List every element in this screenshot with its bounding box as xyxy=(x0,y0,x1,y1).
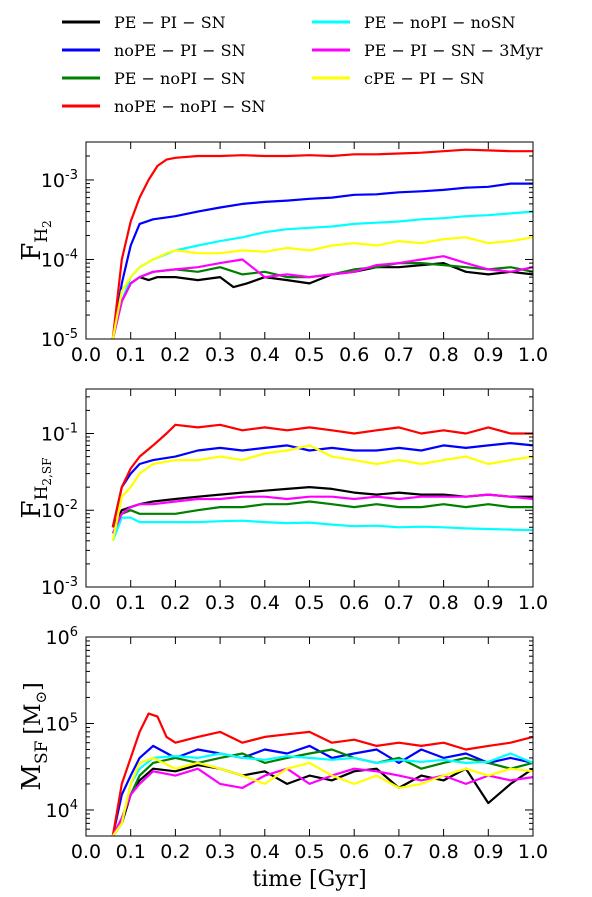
x-tick-label: 0.2 xyxy=(160,592,190,614)
x-tick-label: 0.3 xyxy=(205,592,235,614)
series-line xyxy=(111,148,533,339)
legend-entry: PE − PI − SN xyxy=(62,13,226,32)
panels: 0.0 0.1 0.2 0.3 0.4 0.5 0.6 0.7 0.8 0.9 1.0 10-5 10-… xyxy=(17,141,548,892)
series-line xyxy=(111,767,533,836)
x-tick-label: 0.1 xyxy=(116,592,146,614)
y-tick-label: 104 xyxy=(46,798,78,822)
legend-entry: PE − noPI − noSN xyxy=(312,13,516,32)
x-tick-label: 0.9 xyxy=(473,344,503,366)
y-tick-label: 105 xyxy=(46,711,78,735)
x-tick-label: 0.6 xyxy=(339,592,369,614)
y-axis-label: FH2 xyxy=(17,220,54,261)
y-tick-label: 10-1 xyxy=(41,421,78,445)
series-group xyxy=(111,712,533,836)
x-tick-label: 0.4 xyxy=(250,592,280,614)
x-tick-label: 0.7 xyxy=(384,344,414,366)
x-tick-label: 0.3 xyxy=(205,841,235,863)
plot-frame xyxy=(85,636,534,837)
series-line xyxy=(111,764,533,836)
y-tick-label: 10-5 xyxy=(41,327,78,351)
series-line xyxy=(111,756,533,836)
series-group xyxy=(111,148,533,339)
x-tick-label: 0.1 xyxy=(116,841,146,863)
x-tick-label: 0.0 xyxy=(71,592,101,614)
x-tick-label: 0.9 xyxy=(473,841,503,863)
series-line xyxy=(111,752,533,836)
legend-label: noPE − noPI − SN xyxy=(114,97,266,116)
y-tick-label: 106 xyxy=(46,625,78,649)
y-tick-label: 10-3 xyxy=(41,168,78,192)
legend-entry: noPE − PI − SN xyxy=(62,41,246,60)
x-tick-label: 0.2 xyxy=(160,841,190,863)
x-tick-label: 1.0 xyxy=(518,592,548,614)
y-axis-label: MSF[M⊙] xyxy=(17,682,52,790)
series-line xyxy=(111,744,533,836)
y-tick-label: 10-4 xyxy=(41,247,78,271)
legend-label: noPE − PI − SN xyxy=(114,41,246,60)
legend-label: PE − noPI − noSN xyxy=(364,13,516,32)
x-tick-label: 0.8 xyxy=(428,344,458,366)
legend-entry: cPE − PI − SN xyxy=(312,69,485,88)
series-line xyxy=(111,255,533,339)
legend-entry: PE − noPI − SN xyxy=(62,69,246,88)
panel-3: 0.0 0.1 0.2 0.3 0.4 0.5 0.6 0.7 0.8 0.9 1.0 104 105 1… xyxy=(17,625,548,892)
x-tick-label: 0.6 xyxy=(339,344,369,366)
series-line xyxy=(111,182,533,339)
x-tick-label: 0.6 xyxy=(339,841,369,863)
series-group xyxy=(111,423,533,542)
panel-1: 0.0 0.1 0.2 0.3 0.4 0.5 0.6 0.7 0.8 0.9 1.0 10-5 10-… xyxy=(17,141,548,366)
series-line xyxy=(111,423,533,528)
legend-label: cPE − PI − SN xyxy=(364,69,485,88)
x-axis-label: time [Gyr] xyxy=(252,867,366,892)
legend: PE − PI − SN noPE − PI − SN PE − noPI − SN… xyxy=(62,13,543,116)
x-tick-label: 0.8 xyxy=(428,841,458,863)
series-line xyxy=(111,516,533,542)
series-line xyxy=(111,236,533,339)
x-tick-label: 1.0 xyxy=(518,841,548,863)
x-tick-label: 0.4 xyxy=(250,841,280,863)
series-line xyxy=(111,444,533,542)
legend-label: PE − PI − SN − 3Myr xyxy=(364,41,543,60)
series-line xyxy=(111,712,533,836)
panel-2: 0.0 0.1 0.2 0.3 0.4 0.5 0.6 0.7 0.8 0.9 1.0 10-3 10-… xyxy=(17,388,548,614)
series-line xyxy=(111,500,533,528)
x-tick-label: 0.5 xyxy=(294,841,324,863)
legend-label: PE − noPI − SN xyxy=(114,69,246,88)
legend-label: PE − PI − SN xyxy=(114,13,226,32)
series-line xyxy=(111,493,533,534)
legend-entry: PE − PI − SN − 3Myr xyxy=(312,41,543,60)
y-axis-label: FH2,SF xyxy=(17,458,54,519)
x-tick-label: 0.7 xyxy=(384,841,414,863)
x-tick-label: 0.9 xyxy=(473,592,503,614)
x-tick-label: 0.8 xyxy=(428,592,458,614)
x-tick-label: 1.0 xyxy=(518,344,548,366)
x-tick-label: 0.7 xyxy=(384,592,414,614)
x-tick-label: 0.5 xyxy=(294,344,324,366)
x-tick-label: 0.1 xyxy=(116,344,146,366)
x-tick-label: 0.3 xyxy=(205,344,235,366)
x-tick-label: 0.2 xyxy=(160,344,190,366)
x-tick-label: 0.0 xyxy=(71,344,101,366)
x-tick-label: 0.5 xyxy=(294,592,324,614)
y-tick-label: 10-3 xyxy=(41,575,78,599)
y-tick-label: 10-2 xyxy=(41,498,78,522)
legend-entry: noPE − noPI − SN xyxy=(62,97,266,116)
x-tick-label: 0.4 xyxy=(250,344,280,366)
x-tick-label: 0.0 xyxy=(71,841,101,863)
